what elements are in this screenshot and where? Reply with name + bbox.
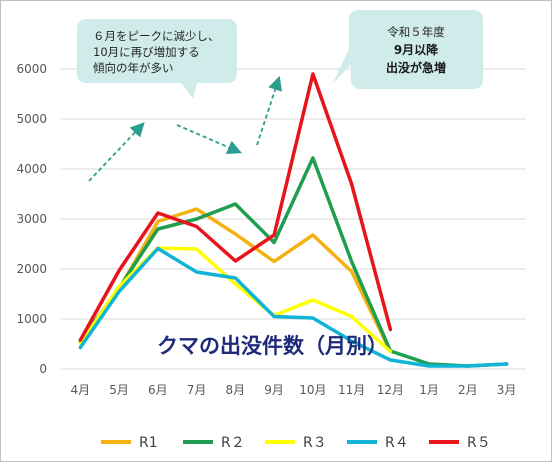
x-tick-label: 4月 [71,383,91,397]
legend: R1 R２ R３ R４ R５ [101,435,491,451]
legend-label: R３ [303,435,327,451]
bubble-left-line3: 傾向の年が多い [93,61,174,75]
x-tick-label: 12月 [377,383,404,397]
y-tick-label: 6000 [16,62,47,76]
series-lines [78,72,509,368]
x-axis-ticks: 4月 5月 6月 7月 8月 9月 10月 11月 12月 1月 2月 3月 [71,383,517,397]
x-tick-label: 3月 [497,383,517,397]
y-tick-label: 1000 [16,312,47,326]
bubble-right-line1: 令和５年度 [387,25,445,39]
arrow-down [176,124,242,155]
bubble-right-line2: 9月以降 [394,42,439,57]
y-tick-label: 5000 [16,112,47,126]
x-tick-label: 10月 [299,383,326,397]
y-tick-label: 2000 [16,262,47,276]
annotation-bubble-left: ６月をピークに減少し、 10月に再び増加する 傾向の年が多い [77,19,237,99]
x-tick-label: 6月 [148,383,168,397]
bubble-right-line3: 出没が急増 [386,60,446,75]
x-tick-label: 1月 [419,383,439,397]
series-line-5 [78,72,393,342]
legend-label: R５ [467,435,491,451]
series-line-3 [78,246,393,354]
bubble-left-line2: 10月に再び増加する [93,45,200,59]
bubble-left-line1: ６月をピークに減少し、 [93,29,220,43]
x-tick-label: 8月 [226,383,246,397]
arrow-up-right [256,75,283,146]
y-tick-label: 4000 [16,162,47,176]
trend-arrows [88,75,283,182]
y-axis-ticks: 0 1000 2000 3000 4000 5000 6000 [16,62,47,376]
legend-label: R４ [385,435,409,451]
annotation-bubble-right: 令和５年度 9月以降 出没が急増 [333,10,483,89]
x-tick-label: 2月 [458,383,478,397]
y-tick-label: 0 [39,362,47,376]
x-tick-label: 11月 [338,383,365,397]
y-tick-label: 3000 [16,212,47,226]
chart-overlay-title: クマの出没件数（月別） [157,334,388,358]
x-tick-label: 7月 [187,383,207,397]
series-line-4 [78,246,509,368]
legend-label: R２ [221,435,245,451]
x-tick-label: 9月 [264,383,284,397]
x-tick-label: 5月 [109,383,129,397]
arrow-up-left [88,122,145,182]
gridlines [61,68,526,370]
legend-label: R1 [139,435,158,451]
